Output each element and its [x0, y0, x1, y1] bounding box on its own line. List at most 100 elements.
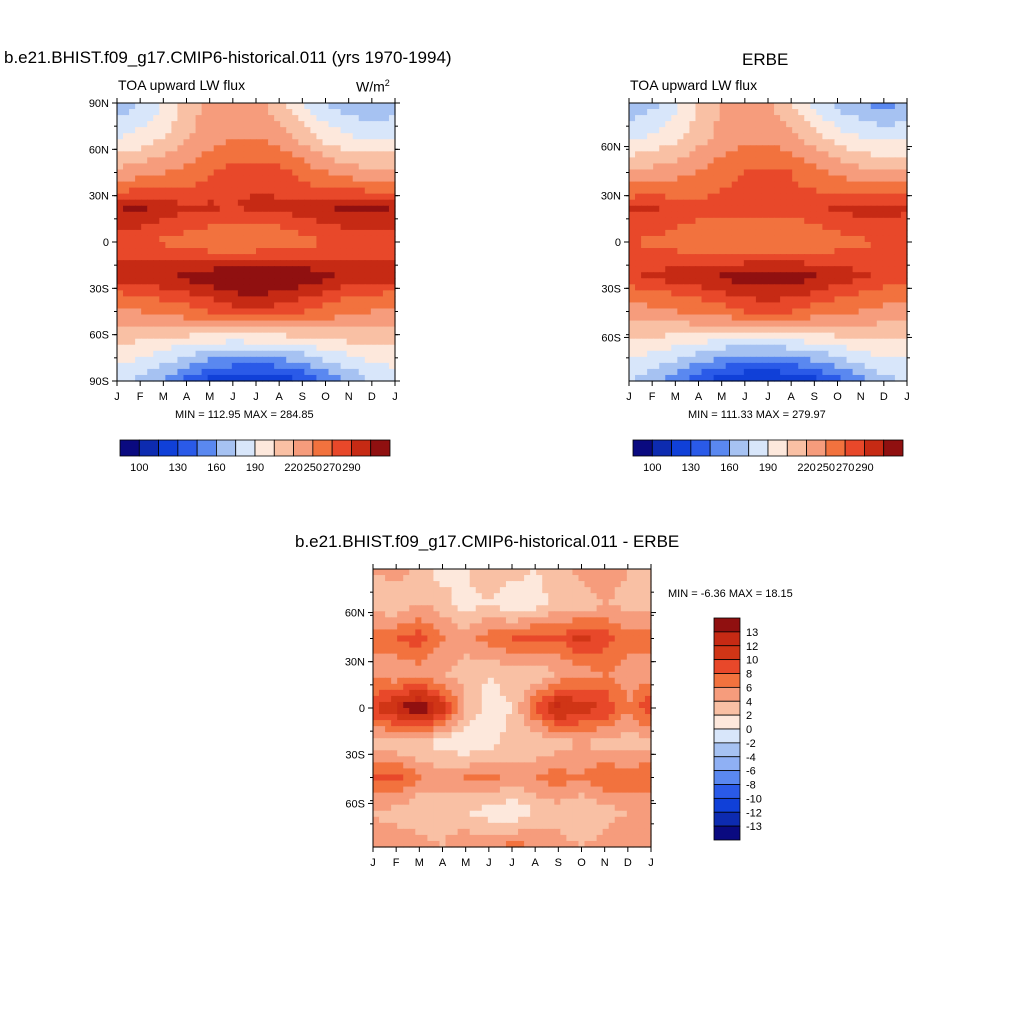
heatmap-cell: [415, 605, 422, 612]
heatmap-cell: [304, 254, 311, 261]
heatmap-cell: [481, 593, 489, 600]
heatmap-cell: [677, 260, 684, 267]
heatmap-cell: [816, 151, 823, 158]
heatmap-cell: [487, 629, 495, 637]
heatmap-cell: [409, 617, 416, 624]
heatmap-cell: [792, 181, 799, 189]
heatmap-cell: [256, 187, 263, 195]
heatmap-cell: [397, 599, 404, 606]
heatmap-cell: [292, 320, 299, 328]
heatmap-cell: [159, 272, 166, 279]
heatmap-cell: [653, 181, 660, 189]
heatmap-cell: [129, 217, 136, 225]
heatmap-cell: [328, 344, 336, 352]
heatmap-cell: [713, 193, 721, 201]
heatmap-cell: [725, 193, 733, 201]
heatmap-cell: [647, 338, 654, 346]
heatmap-cell: [707, 139, 715, 146]
heatmap-cell: [376, 344, 384, 352]
heatmap-cell: [298, 133, 305, 140]
heatmap-cell: [189, 151, 197, 158]
y-tick-label: 60S: [601, 332, 621, 344]
heatmap-cell: [189, 139, 197, 146]
heatmap-cell: [749, 199, 757, 207]
heatmap-cell: [201, 193, 209, 201]
heatmap-cell: [352, 350, 360, 358]
heatmap-cell: [641, 290, 648, 297]
heatmap-cell: [316, 127, 324, 134]
heatmap-cell: [183, 211, 191, 219]
colorbar1-label: 290: [342, 462, 360, 474]
heatmap-cell: [695, 326, 703, 334]
heatmap-cell: [882, 139, 890, 146]
heatmap-cell: [493, 587, 501, 594]
heatmap-cell: [129, 362, 136, 370]
heatmap-cell: [280, 205, 287, 213]
heatmap-cell: [358, 115, 366, 122]
heatmap-cell: [834, 145, 842, 152]
heatmap-cell: [328, 248, 336, 255]
heatmap-cell: [683, 314, 691, 322]
heatmap-cell: [689, 338, 697, 346]
heatmap-cell: [256, 235, 263, 243]
heatmap-cell: [707, 163, 715, 171]
heatmap-cell: [737, 356, 745, 364]
heatmap-cell: [409, 599, 416, 606]
heatmap-cell: [858, 272, 866, 279]
heatmap-cell: [566, 611, 574, 618]
heatmap-cell: [846, 151, 854, 158]
colorbar2-label: 220: [797, 462, 815, 474]
heatmap-cell: [629, 326, 636, 334]
heatmap-cell: [653, 242, 660, 249]
heatmap-cell: [641, 109, 648, 116]
heatmap-cell: [635, 127, 642, 134]
heatmap-cell: [671, 338, 678, 346]
heatmap-cell: [536, 593, 543, 600]
heatmap-cell: [713, 145, 721, 152]
x-tick-label: F: [649, 391, 656, 403]
heatmap-cell: [352, 145, 360, 152]
heatmap-cell: [755, 266, 763, 273]
heatmap-cell: [780, 284, 787, 291]
heatmap-cell: [256, 254, 263, 261]
heatmap-cell: [298, 121, 305, 128]
heatmap-cell: [834, 260, 842, 267]
heatmap-cell: [743, 302, 751, 310]
heatmap-cell: [665, 187, 672, 195]
heatmap-cell: [439, 605, 447, 612]
heatmap-cell: [629, 169, 636, 177]
heatmap-cell: [286, 320, 293, 328]
heatmap-cell: [512, 569, 519, 576]
heatmap-cell: [298, 374, 305, 382]
heatmap-cell: [749, 127, 757, 134]
heatmap-cell: [882, 211, 890, 219]
heatmap-cell: [189, 332, 197, 340]
heatmap-cell: [816, 284, 823, 291]
heatmap-cell: [370, 187, 378, 195]
heatmap-cell: [900, 133, 908, 140]
heatmap-cell: [689, 248, 697, 255]
heatmap-cell: [816, 302, 823, 310]
heatmap-cell: [117, 284, 124, 291]
heatmap-cell: [165, 199, 172, 207]
heatmap-cell: [876, 103, 884, 110]
heatmap-cell: [358, 308, 366, 316]
heatmap-cell: [647, 278, 654, 285]
heatmap-cell: [141, 332, 148, 340]
x-tick-label: O: [321, 391, 330, 403]
heatmap-cell: [117, 205, 124, 213]
heatmap-cell: [882, 145, 890, 152]
heatmap-cell: [810, 175, 817, 183]
heatmap-cell: [201, 145, 209, 152]
heatmap-cell: [322, 145, 330, 152]
heatmap-cell: [737, 320, 745, 328]
heatmap-cell: [810, 302, 817, 310]
heatmap-cell: [792, 350, 799, 358]
heatmap-cell: [117, 308, 124, 316]
heatmap-cell: [665, 139, 672, 146]
heatmap-cell: [798, 235, 805, 243]
heatmap-cell: [749, 368, 757, 376]
heatmap-cell: [195, 169, 203, 177]
heatmap-cell: [334, 139, 342, 146]
heatmap-cell: [195, 314, 203, 322]
